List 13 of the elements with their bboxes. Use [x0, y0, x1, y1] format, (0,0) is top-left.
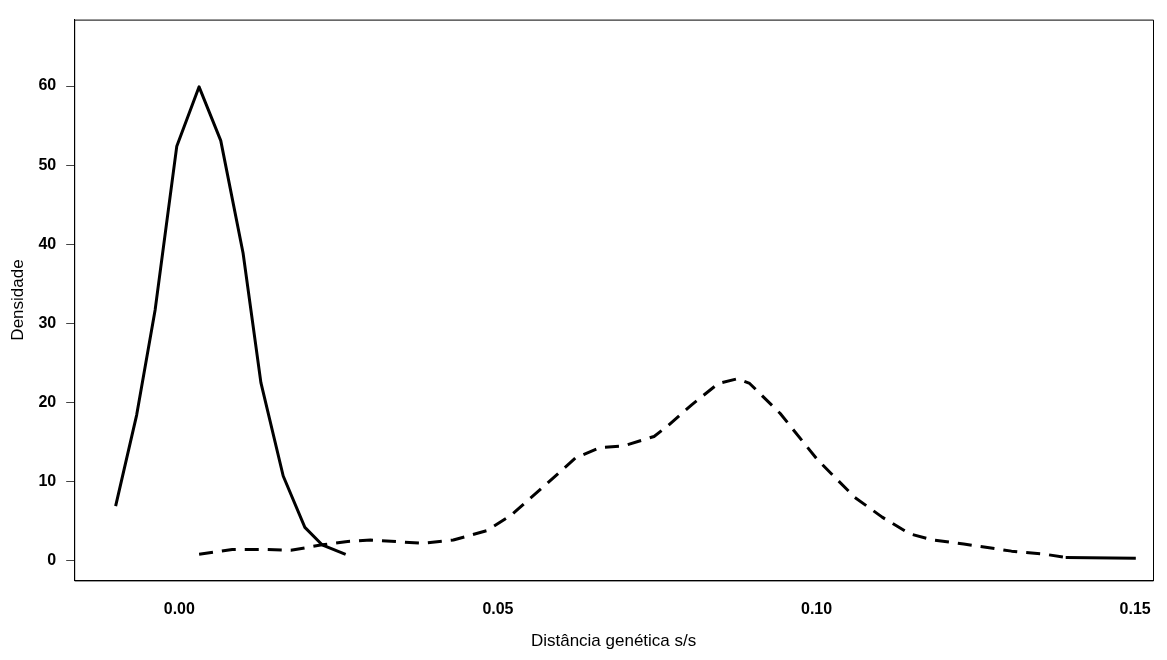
x-tick-label: 0.15	[1119, 600, 1151, 618]
y-tick-label: 10	[38, 471, 57, 489]
y-tick-label: 40	[38, 234, 57, 252]
y-tick-label: 30	[38, 313, 57, 331]
x-axis-title: Distância genética s/s	[530, 631, 697, 651]
y-tick-label: 20	[38, 392, 57, 410]
x-tick-label: 0.10	[800, 600, 833, 618]
x-tick-label: 0.00	[163, 600, 196, 618]
y-tick-label: 0	[47, 551, 57, 569]
y-tick-label: 50	[38, 155, 57, 173]
x-tick-label: 0.05	[482, 600, 514, 618]
y-tick-label: 60	[38, 76, 57, 94]
y-axis-title: Densidade	[7, 259, 27, 341]
